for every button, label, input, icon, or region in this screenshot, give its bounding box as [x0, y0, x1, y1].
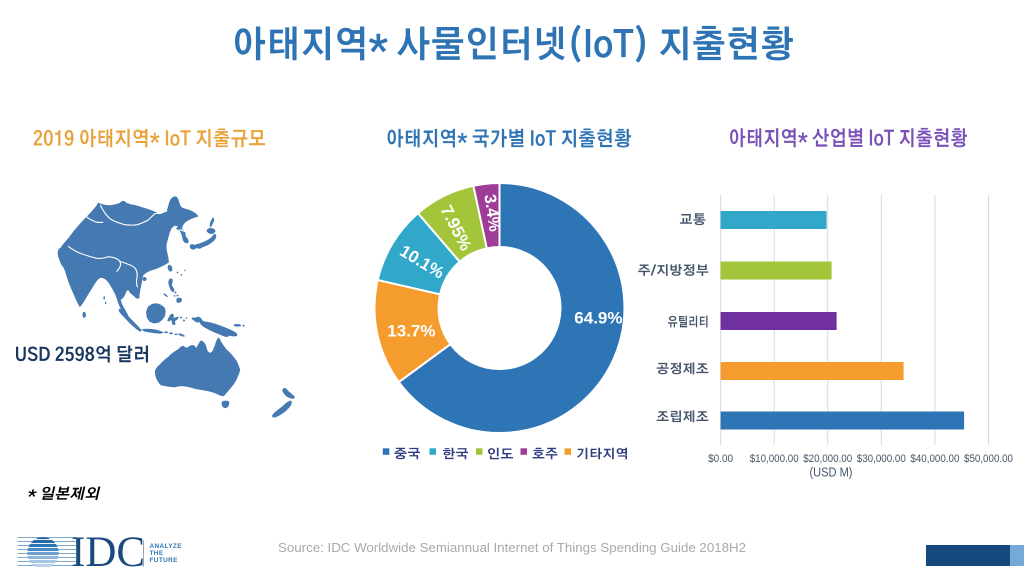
svg-text:13.7%: 13.7%: [387, 322, 435, 341]
svg-text:$0.00: $0.00: [708, 453, 733, 465]
svg-text:64.9%: 64.9%: [574, 309, 622, 328]
svg-text:THE: THE: [150, 550, 164, 557]
svg-text:FUTURE: FUTURE: [150, 557, 179, 564]
svg-text:$40,000.00: $40,000.00: [910, 453, 959, 465]
svg-text:$10,000.00: $10,000.00: [750, 453, 799, 465]
svg-text:ANALYZE: ANALYZE: [150, 543, 183, 550]
svg-text:$20,000.00: $20,000.00: [803, 453, 852, 465]
svg-text:3.4%: 3.4%: [480, 193, 503, 233]
svg-text:$30,000.00: $30,000.00: [857, 453, 906, 465]
svg-text:IDC: IDC: [71, 529, 145, 576]
svg-text:Source: IDC Worldwide Semiannu: Source: IDC Worldwide Semiannual Interne…: [278, 541, 746, 555]
svg-text:(USD M): (USD M): [810, 466, 853, 480]
svg-text:$50,000.00: $50,000.00: [964, 453, 1013, 465]
